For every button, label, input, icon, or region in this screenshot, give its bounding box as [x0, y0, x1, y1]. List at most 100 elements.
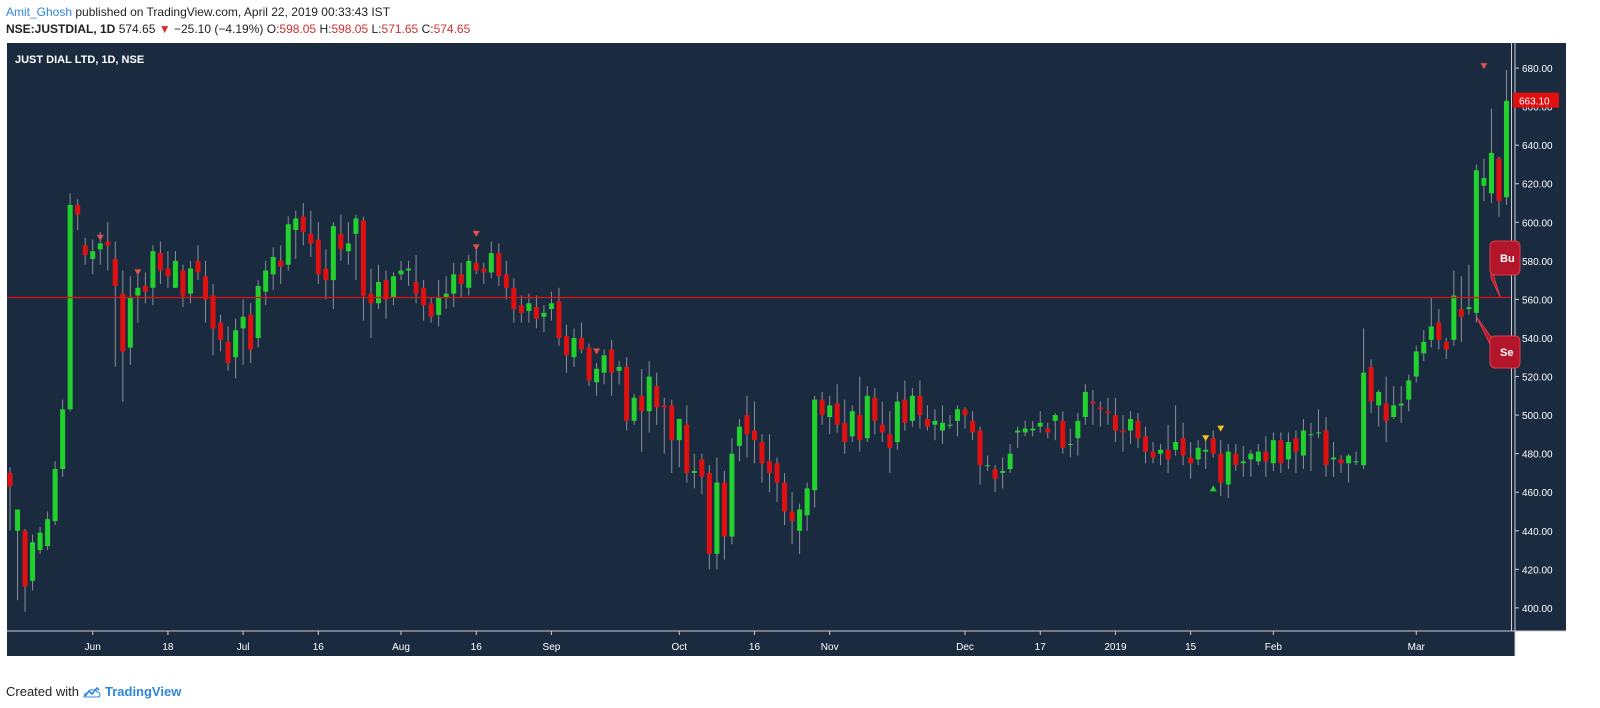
- x-tick-label: Mar: [1408, 642, 1426, 653]
- candle: [1443, 337, 1449, 360]
- candle: [548, 291, 554, 321]
- candle: [187, 260, 193, 304]
- candle: [1195, 440, 1201, 466]
- candle-body: [1436, 322, 1442, 340]
- candle: [714, 457, 720, 570]
- candle: [676, 418, 682, 468]
- candle-body: [729, 453, 735, 537]
- candle: [1270, 432, 1276, 471]
- candle: [195, 245, 201, 281]
- candle-body: [579, 337, 585, 350]
- candle: [345, 222, 351, 265]
- candle-body: [789, 511, 795, 522]
- signal-marker-icon: [472, 244, 480, 251]
- candle-body: [172, 260, 178, 288]
- candle-body: [879, 424, 885, 433]
- candle-body: [1000, 470, 1006, 473]
- candle: [503, 260, 509, 300]
- candle: [669, 399, 675, 473]
- candle-body: [1353, 461, 1359, 463]
- tradingview-brand-link[interactable]: TradingView: [104, 684, 182, 699]
- author-link[interactable]: Amit_Ghosh: [6, 5, 73, 19]
- candle: [917, 380, 923, 429]
- candle: [1075, 413, 1081, 456]
- candle: [496, 243, 502, 286]
- candle: [67, 193, 73, 412]
- candle-body: [406, 268, 412, 271]
- candle: [1503, 69, 1509, 205]
- candle-body: [1496, 158, 1502, 202]
- candle: [353, 214, 359, 281]
- candle-body: [1391, 405, 1397, 418]
- candle-body: [473, 262, 479, 271]
- signal-markers: [96, 63, 1488, 492]
- y-tick-label: 420.00: [1522, 565, 1553, 576]
- candle-body: [1045, 428, 1051, 433]
- candle-body: [210, 295, 216, 329]
- candle: [879, 401, 885, 443]
- candle: [624, 357, 630, 431]
- candle-body: [203, 276, 209, 300]
- candle-body: [187, 268, 193, 294]
- candle: [488, 241, 494, 279]
- x-tick-label: Nov: [821, 642, 839, 653]
- candle-body: [902, 399, 908, 423]
- candle: [1368, 359, 1374, 414]
- x-axis-ticks: Jun 18 Jul 16 Aug 16 Sep Oct 16 Nov Dec 17 2019 15 Feb…: [85, 631, 1426, 653]
- candle: [1127, 411, 1133, 444]
- candle-body: [195, 260, 201, 273]
- buy-callout[interactable]: [1489, 240, 1521, 276]
- candle: [563, 324, 569, 373]
- candle-body: [624, 366, 630, 421]
- candle-body: [127, 297, 133, 348]
- candle: [142, 272, 148, 304]
- candle: [1376, 390, 1382, 427]
- y-tick-label: 660.00: [1522, 103, 1553, 114]
- x-tick-label: Aug: [392, 642, 410, 653]
- time-axis[interactable]: [7, 631, 1515, 656]
- candle-body: [67, 204, 73, 410]
- price-axis[interactable]: [1515, 43, 1566, 631]
- candle: [285, 216, 291, 271]
- candle-body: [924, 418, 930, 427]
- candle-body: [812, 399, 818, 491]
- candle-body: [706, 472, 712, 554]
- candle: [210, 283, 216, 356]
- signal-marker-icon: [134, 269, 142, 276]
- candle-body: [1323, 430, 1329, 466]
- candle: [391, 272, 397, 306]
- x-tick-label: Jun: [85, 642, 101, 653]
- candle: [225, 326, 231, 371]
- footer: Created with TradingView: [6, 684, 181, 699]
- candle-body: [939, 422, 945, 431]
- candle-body: [308, 233, 314, 244]
- candle: [872, 388, 878, 435]
- candle: [533, 295, 539, 329]
- candle: [985, 455, 991, 471]
- x-tick-label: Dec: [956, 642, 974, 653]
- candle: [315, 222, 321, 284]
- candle-body: [345, 243, 351, 252]
- candle: [240, 299, 246, 365]
- candle-body: [909, 395, 915, 421]
- created-with-text: Created with: [6, 684, 79, 699]
- candle-body: [533, 307, 539, 319]
- candle: [1413, 345, 1419, 383]
- candle-body: [1210, 438, 1216, 454]
- candle: [82, 237, 88, 265]
- candle: [1233, 443, 1239, 471]
- candle: [421, 280, 427, 321]
- candle-body: [1082, 391, 1088, 418]
- sell-callout-label: Se: [1500, 347, 1513, 359]
- candle-body: [233, 330, 239, 358]
- candle: [962, 407, 968, 429]
- sell-callout[interactable]: [1489, 335, 1521, 369]
- candle-body: [398, 270, 404, 275]
- candle: [1346, 453, 1352, 483]
- signal-marker-icon: [1217, 425, 1225, 432]
- y-tick-label: 500.00: [1522, 411, 1553, 422]
- candle-body: [1052, 415, 1058, 421]
- position-callouts[interactable]: Bu Se: [1476, 240, 1521, 369]
- candle: [1105, 397, 1111, 425]
